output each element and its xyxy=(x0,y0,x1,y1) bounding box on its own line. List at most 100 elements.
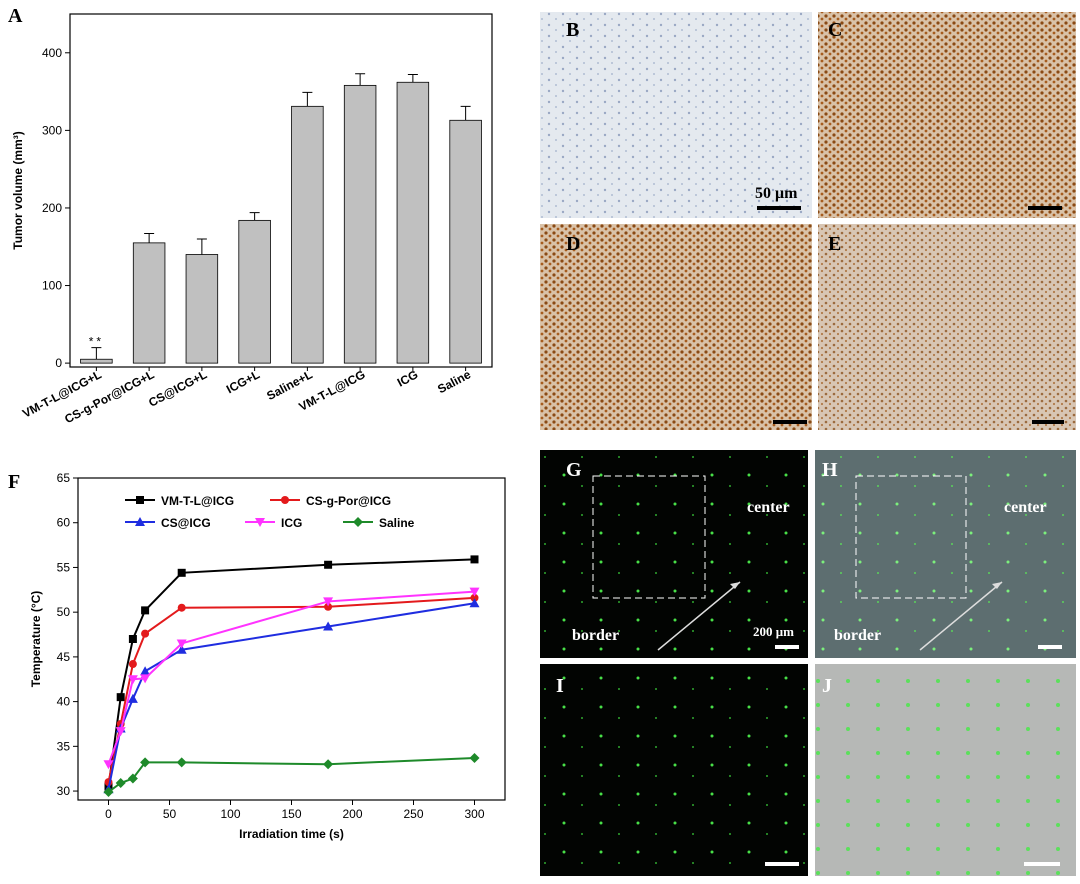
x-axis-title: Irradiation time (s) xyxy=(239,827,344,841)
scale-bar xyxy=(1032,420,1064,424)
arrow xyxy=(657,581,741,651)
panel-label: I xyxy=(556,675,564,697)
x-tick-label: 100 xyxy=(220,807,240,821)
panel-label: C xyxy=(828,19,842,41)
error-bar xyxy=(460,105,471,121)
marker xyxy=(127,773,138,784)
y-tick-label: 300 xyxy=(42,123,62,137)
y-tick-label: 30 xyxy=(57,784,71,798)
marker xyxy=(141,629,150,638)
micrograph-d xyxy=(540,224,812,430)
scale-bar xyxy=(775,645,799,649)
legend-label: CS-g-Por@ICG xyxy=(306,494,391,508)
y-tick-label: 50 xyxy=(57,605,71,619)
panel-label: J xyxy=(822,675,832,697)
zoom-box xyxy=(855,475,967,599)
marker xyxy=(177,568,186,577)
marker xyxy=(323,597,334,607)
bar xyxy=(291,105,324,364)
y-tick-label: 35 xyxy=(57,739,71,753)
marker xyxy=(176,644,187,654)
x-tick-label: CS-g-Por@ICG+L xyxy=(62,367,156,426)
bar xyxy=(185,254,219,364)
annotation: ** xyxy=(89,335,104,349)
panel-label: F xyxy=(8,471,20,493)
marker xyxy=(115,727,126,737)
marker xyxy=(176,757,187,768)
marker xyxy=(323,759,334,770)
error-bar xyxy=(144,233,155,243)
marker xyxy=(140,674,151,684)
panel-label: A xyxy=(8,5,23,27)
bar xyxy=(238,219,271,364)
series-line xyxy=(107,558,475,787)
scale-bar xyxy=(773,420,807,424)
plot-frame xyxy=(77,477,506,801)
fluorescence-i xyxy=(540,664,808,876)
panel-label: B xyxy=(566,19,579,41)
error-bar xyxy=(91,347,102,360)
marker xyxy=(177,603,186,612)
micrograph-c xyxy=(818,12,1076,218)
scale-bar xyxy=(1028,206,1062,210)
panel-label: H xyxy=(822,459,838,481)
micrograph-b xyxy=(540,12,812,218)
error-bar xyxy=(355,73,366,86)
marker xyxy=(127,693,138,703)
error-bar xyxy=(249,212,260,221)
y-tick-label: 40 xyxy=(57,695,71,709)
x-tick-label: 150 xyxy=(281,807,301,821)
legend-label: Saline xyxy=(379,516,415,530)
panel-label: E xyxy=(828,233,841,255)
marker xyxy=(324,602,333,611)
y-tick-label: 400 xyxy=(42,46,62,60)
arrow xyxy=(919,581,1003,651)
scale-bar xyxy=(1038,645,1062,649)
marker xyxy=(128,660,137,669)
error-bar xyxy=(196,238,207,255)
x-tick-label: 250 xyxy=(403,807,423,821)
scale-bar xyxy=(757,206,801,210)
marker xyxy=(127,675,138,685)
image-panels xyxy=(540,12,1076,876)
legend-marker xyxy=(353,517,363,527)
marker xyxy=(469,598,480,608)
x-tick-label: 300 xyxy=(464,807,484,821)
series-line xyxy=(107,590,475,765)
bar xyxy=(343,84,377,364)
x-tick-label: 50 xyxy=(163,807,177,821)
marker xyxy=(140,757,151,768)
bar xyxy=(80,358,113,364)
y-tick-label: 0 xyxy=(55,356,62,370)
x-tick-label: ICG+L xyxy=(224,367,262,396)
scale-text: 200 μm xyxy=(753,624,794,639)
scale-bar xyxy=(765,862,799,866)
legend-label: CS@ICG xyxy=(161,516,211,530)
error-bar xyxy=(407,74,418,83)
marker xyxy=(140,666,151,676)
legend-label: ICG xyxy=(281,516,302,530)
marker xyxy=(324,560,333,569)
bar xyxy=(132,242,166,364)
series-line xyxy=(107,756,475,793)
y-tick-label: 55 xyxy=(57,560,71,574)
x-tick-label: ICG xyxy=(395,367,420,389)
marker xyxy=(115,778,126,789)
zoom-box xyxy=(592,475,706,599)
x-tick-label: CS@ICG+L xyxy=(146,367,209,409)
y-tick-label: 200 xyxy=(42,201,62,215)
marker xyxy=(141,606,150,615)
marker xyxy=(323,621,334,631)
scale-bar xyxy=(1024,862,1060,866)
region-label: center xyxy=(747,499,790,516)
y-tick-label: 60 xyxy=(57,516,71,530)
bar xyxy=(449,119,482,364)
plot-frame xyxy=(69,13,493,368)
legend-label: VM-T-L@ICG xyxy=(161,494,234,508)
bar xyxy=(396,81,430,364)
y-axis-title: Temperature (°C) xyxy=(29,591,43,688)
y-tick-label: 100 xyxy=(42,279,62,293)
region-label: border xyxy=(834,627,881,644)
marker xyxy=(176,639,187,649)
arrow-head xyxy=(992,582,1002,589)
